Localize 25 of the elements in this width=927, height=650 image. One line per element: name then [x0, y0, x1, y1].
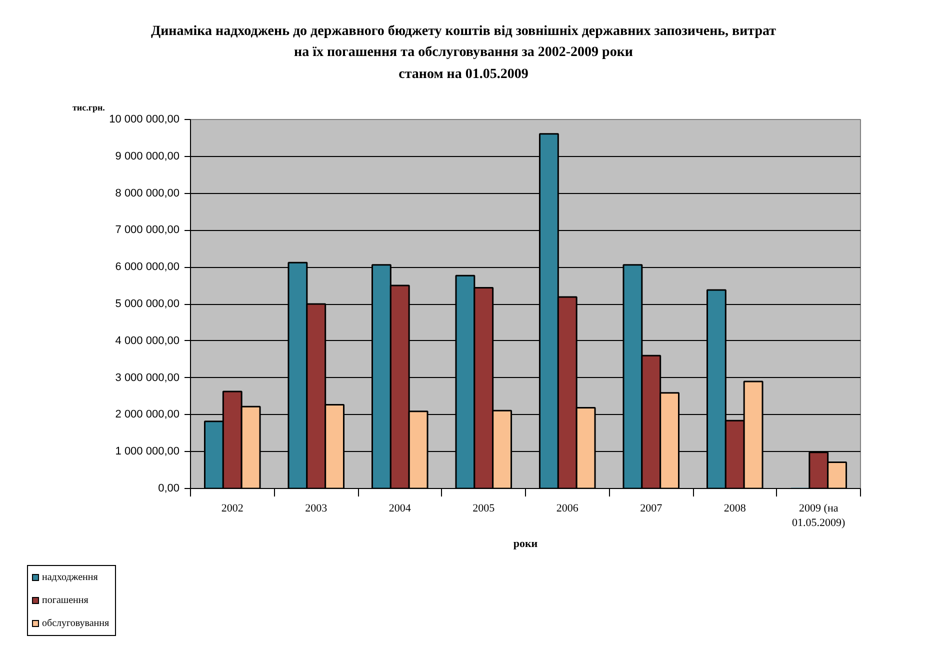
legend-label: обслуговування: [42, 618, 110, 630]
y-tick-label: 1 000 000,00: [115, 446, 180, 458]
y-tick-label: 7 000 000,00: [115, 224, 180, 236]
y-tick-label: 4 000 000,00: [115, 334, 180, 347]
y-axis-title: тис.грн.: [72, 102, 105, 112]
y-tick-label: 9 000 000,00: [115, 150, 180, 162]
y-tick-label: 8 000 000,00: [115, 187, 180, 200]
legend-label: погашення: [42, 595, 88, 606]
x-tick-label: 2002: [221, 502, 244, 514]
x-tick-label: 2007: [640, 502, 663, 514]
y-tick-label: 3 000 000,00: [115, 372, 180, 384]
x-tick-label: 2004: [388, 502, 412, 514]
x-tick-label: 2008: [724, 502, 746, 514]
x-tick-label: 2005: [472, 502, 496, 514]
y-tick-label: 6 000 000,00: [115, 261, 180, 274]
chart-subtitle: станом на 01.05.2009: [398, 66, 530, 84]
x-tick-label: 2003: [305, 502, 328, 514]
x-tick-label: 2006: [556, 502, 579, 514]
y-tick-label: 2 000 000,00: [115, 408, 180, 421]
y-tick-label: 0,00: [158, 482, 180, 494]
x-axis-title: роки: [513, 538, 538, 550]
y-tick-label: 5 000 000,00: [115, 298, 180, 310]
x-tick-label: 2009 (на 01.05.2009): [792, 502, 846, 529]
legend-label: надходження: [42, 572, 98, 584]
y-tick-label: 10 000 000,00: [109, 114, 180, 126]
